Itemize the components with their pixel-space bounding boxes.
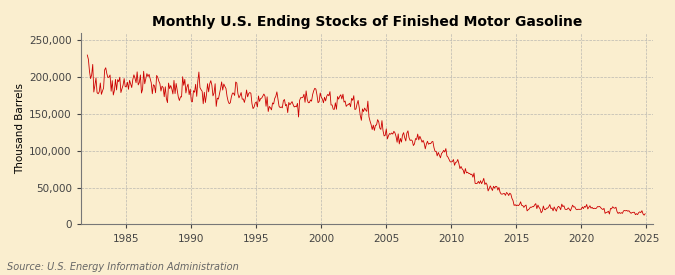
Text: Source: U.S. Energy Information Administration: Source: U.S. Energy Information Administ… bbox=[7, 262, 238, 272]
Title: Monthly U.S. Ending Stocks of Finished Motor Gasoline: Monthly U.S. Ending Stocks of Finished M… bbox=[152, 15, 582, 29]
Y-axis label: Thousand Barrels: Thousand Barrels bbox=[15, 83, 25, 174]
